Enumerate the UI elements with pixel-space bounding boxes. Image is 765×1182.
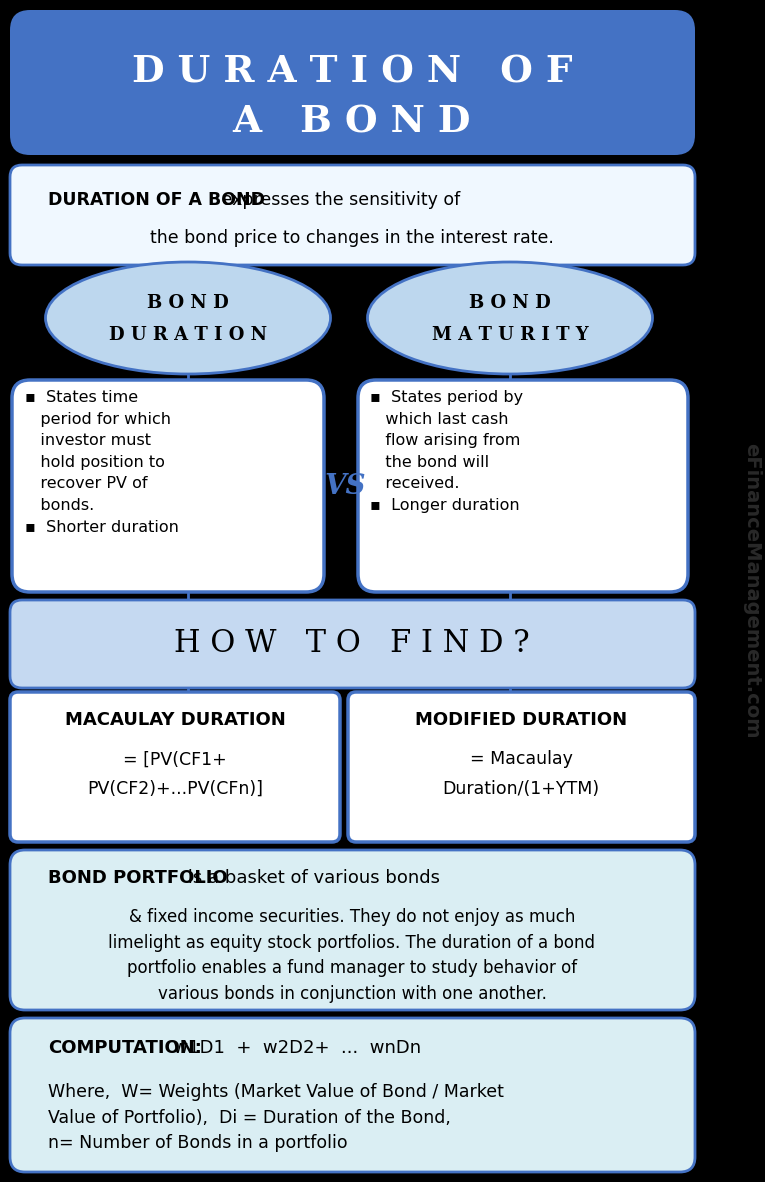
FancyBboxPatch shape — [358, 379, 688, 592]
Text: DURATION OF A BOND: DURATION OF A BOND — [48, 191, 265, 209]
Text: w1D1  +  w2D2+  ...  wnDn: w1D1 + w2D2+ ... wnDn — [162, 1039, 421, 1057]
Ellipse shape — [367, 262, 653, 374]
Text: COMPUTATION:: COMPUTATION: — [48, 1039, 202, 1057]
Text: = Macaulay
Duration/(1+YTM): = Macaulay Duration/(1+YTM) — [442, 751, 600, 798]
Text: eFinanceManagement.com: eFinanceManagement.com — [743, 443, 761, 739]
FancyBboxPatch shape — [10, 1018, 695, 1173]
FancyBboxPatch shape — [12, 379, 324, 592]
Text: H O W   T O   F I N D ?: H O W T O F I N D ? — [174, 629, 530, 660]
Text: expresses the sensitivity of: expresses the sensitivity of — [216, 191, 461, 209]
FancyBboxPatch shape — [348, 691, 695, 842]
Text: MODIFIED DURATION: MODIFIED DURATION — [415, 712, 627, 729]
FancyBboxPatch shape — [10, 691, 340, 842]
FancyBboxPatch shape — [10, 850, 695, 1009]
Text: MACAULAY DURATION: MACAULAY DURATION — [64, 712, 285, 729]
Text: BOND PORTFOLIO: BOND PORTFOLIO — [48, 869, 228, 886]
Text: is a basket of various bonds: is a basket of various bonds — [182, 869, 440, 886]
Text: VS: VS — [324, 473, 366, 500]
FancyBboxPatch shape — [10, 600, 695, 688]
Text: B O N D: B O N D — [469, 294, 551, 312]
Text: D U R A T I O N: D U R A T I O N — [109, 326, 267, 344]
Text: the bond price to changes in the interest rate.: the bond price to changes in the interes… — [150, 229, 554, 247]
Text: D U R A T I O N   O F: D U R A T I O N O F — [132, 53, 572, 91]
Text: = [PV(CF1+
PV(CF2)+...PV(CFn)]: = [PV(CF1+ PV(CF2)+...PV(CFn)] — [87, 751, 263, 798]
FancyBboxPatch shape — [10, 9, 695, 155]
Text: B O N D: B O N D — [147, 294, 229, 312]
Text: Where,  W= Weights (Market Value of Bond / Market
Value of Portfolio),  Di = Dur: Where, W= Weights (Market Value of Bond … — [48, 1083, 504, 1152]
Text: ▪  States period by
   which last cash
   flow arising from
   the bond will
   : ▪ States period by which last cash flow … — [370, 390, 523, 513]
Text: & fixed income securities. They do not enjoy as much
limelight as equity stock p: & fixed income securities. They do not e… — [109, 908, 595, 1004]
Ellipse shape — [45, 262, 330, 374]
Text: M A T U R I T Y: M A T U R I T Y — [431, 326, 588, 344]
FancyBboxPatch shape — [10, 165, 695, 265]
Text: A   B O N D: A B O N D — [233, 104, 471, 141]
Text: ▪  States time
   period for which
   investor must
   hold position to
   recov: ▪ States time period for which investor … — [25, 390, 179, 534]
